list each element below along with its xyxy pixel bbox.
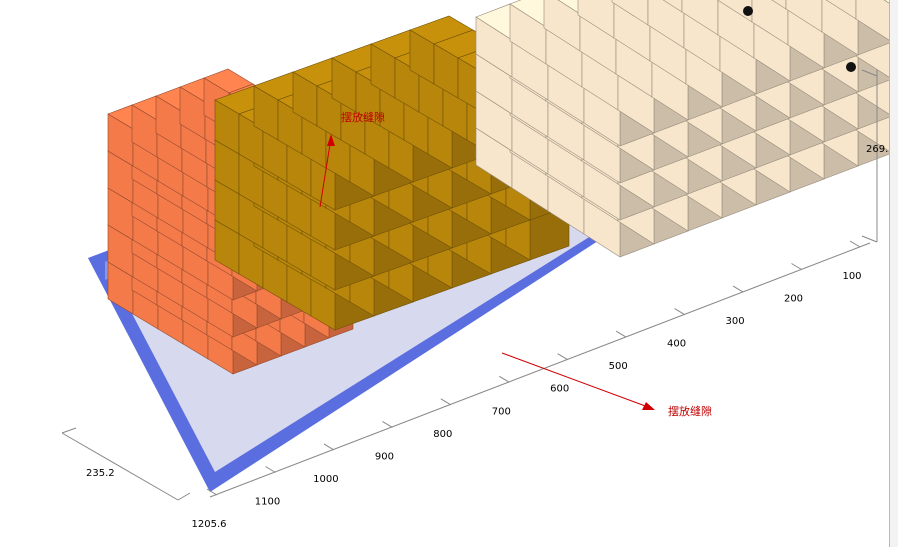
length-axis-tick	[557, 353, 568, 361]
height-axis-label: 269.	[866, 144, 888, 155]
length-axis-tick	[732, 285, 744, 293]
length-axis-tick-label: 1205.6	[192, 519, 227, 530]
vertical-scrollbar[interactable]	[889, 0, 898, 547]
length-axis-tick-label: 600	[550, 384, 569, 395]
length-axis-tick	[206, 488, 218, 496]
length-axis-tick	[323, 443, 335, 451]
length-axis-tick-label: 1100	[255, 497, 280, 508]
length-axis-tick-label: 900	[375, 451, 394, 462]
length-axis-tick	[440, 398, 452, 406]
length-axis-tick-label: 500	[609, 361, 628, 372]
length-axis-tick	[615, 330, 627, 338]
height-axis	[861, 69, 878, 243]
width-axis	[61, 427, 191, 501]
cargo-group-cream	[475, 0, 898, 258]
length-axis-tick-label: 800	[433, 429, 452, 440]
corner-marker	[846, 62, 856, 72]
length-axis-tick-label: 200	[784, 294, 803, 305]
length-axis-tick	[265, 466, 276, 473]
length-axis-tick	[791, 263, 802, 270]
cargo-boxes	[107, 0, 898, 375]
length-axis-tick-label: 100	[842, 271, 861, 282]
length-axis	[206, 240, 871, 498]
gap-annotation-label: 摆放缝隙	[668, 404, 712, 418]
length-axis-tick-label: 1000	[313, 474, 338, 485]
gap-annotation-label: 摆放缝隙	[341, 110, 385, 124]
length-axis-tick	[382, 420, 393, 428]
length-axis-tick	[849, 240, 861, 248]
width-axis-label: 235.2	[86, 468, 115, 479]
length-axis-tick-label: 700	[492, 406, 511, 417]
length-axis-tick	[674, 308, 685, 316]
length-axis-tick-label: 300	[726, 316, 745, 327]
gap-annotation-lower: 摆放缝隙	[501, 352, 712, 418]
gap-annotation-upper: 摆放缝隙	[319, 110, 385, 208]
length-axis-tick	[499, 375, 510, 383]
corner-marker	[743, 6, 753, 16]
length-axis-tick-label: 400	[667, 339, 686, 350]
